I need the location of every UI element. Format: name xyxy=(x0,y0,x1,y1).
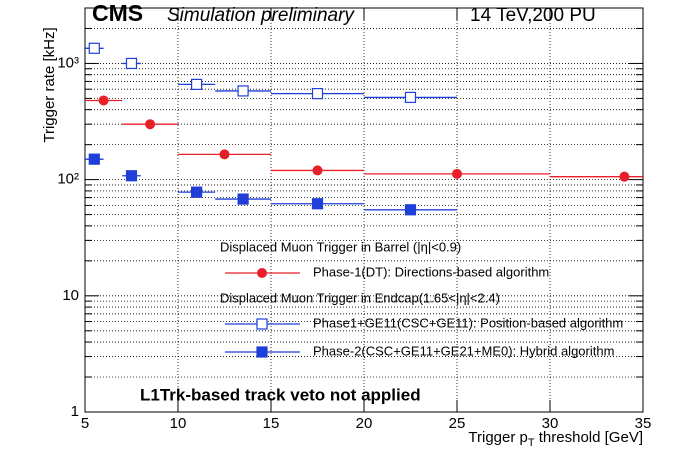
legend-header: Displaced Muon Trigger in Barrel (|η|<0.… xyxy=(220,239,461,254)
marker xyxy=(191,186,203,198)
marker xyxy=(619,171,630,182)
x-label-part: threshold [GeV] xyxy=(535,429,643,446)
legend-header: Displaced Muon Trigger in Endcap(1.65<|η… xyxy=(220,290,500,305)
legend-marker xyxy=(256,318,268,330)
plot-frame xyxy=(84,7,644,413)
subtitle: Simulation preliminary xyxy=(167,5,355,26)
x-tick-label: 15 xyxy=(263,415,280,432)
marker xyxy=(237,85,249,97)
legend-marker xyxy=(257,268,267,278)
marker xyxy=(312,165,323,176)
marker xyxy=(145,119,156,130)
annotation: L1Trk-based track veto not applied xyxy=(140,385,421,404)
marker xyxy=(404,91,417,104)
marker xyxy=(237,193,249,205)
marker xyxy=(404,204,417,216)
y-tick-label: 10³ xyxy=(57,54,79,71)
marker xyxy=(88,153,100,165)
marker xyxy=(88,42,100,54)
x-label-sub: T xyxy=(528,437,535,449)
legend-marker xyxy=(256,346,268,358)
experiment: CMS xyxy=(92,0,143,26)
marker xyxy=(311,198,324,210)
y-tick-label: 10² xyxy=(57,171,79,188)
x-axis-label: Trigger pT threshold [GeV] xyxy=(468,429,643,449)
marker xyxy=(311,88,324,100)
y-tick-label: 10 xyxy=(62,287,79,304)
legend-label: Phase1+GE11(CSC+GE11): Position-based al… xyxy=(313,315,623,330)
legend-label: Phase-2(CSC+GE11+GE21+ME0): Hybrid algor… xyxy=(313,343,614,358)
marker xyxy=(452,168,462,179)
y-axis-label: Trigger rate [kHz] xyxy=(41,27,58,142)
marker xyxy=(125,170,138,182)
x-tick-label: 10 xyxy=(170,415,187,432)
x-tick-label: 30 xyxy=(542,415,559,432)
marker xyxy=(191,78,203,91)
y-tick-label: 1 xyxy=(71,403,79,420)
marker xyxy=(98,95,109,106)
x-tick-label: 25 xyxy=(449,415,466,432)
marker xyxy=(219,149,230,160)
x-tick-label: 35 xyxy=(635,415,652,432)
x-tick-label: 5 xyxy=(81,415,89,432)
x-tick-label: 20 xyxy=(356,415,373,432)
legend-label: Phase-1(DT): Directions-based algorithm xyxy=(313,264,549,279)
conditions: 14 TeV,200 PU xyxy=(470,5,596,26)
marker xyxy=(125,57,138,70)
x-label-part: Trigger p xyxy=(468,429,527,446)
